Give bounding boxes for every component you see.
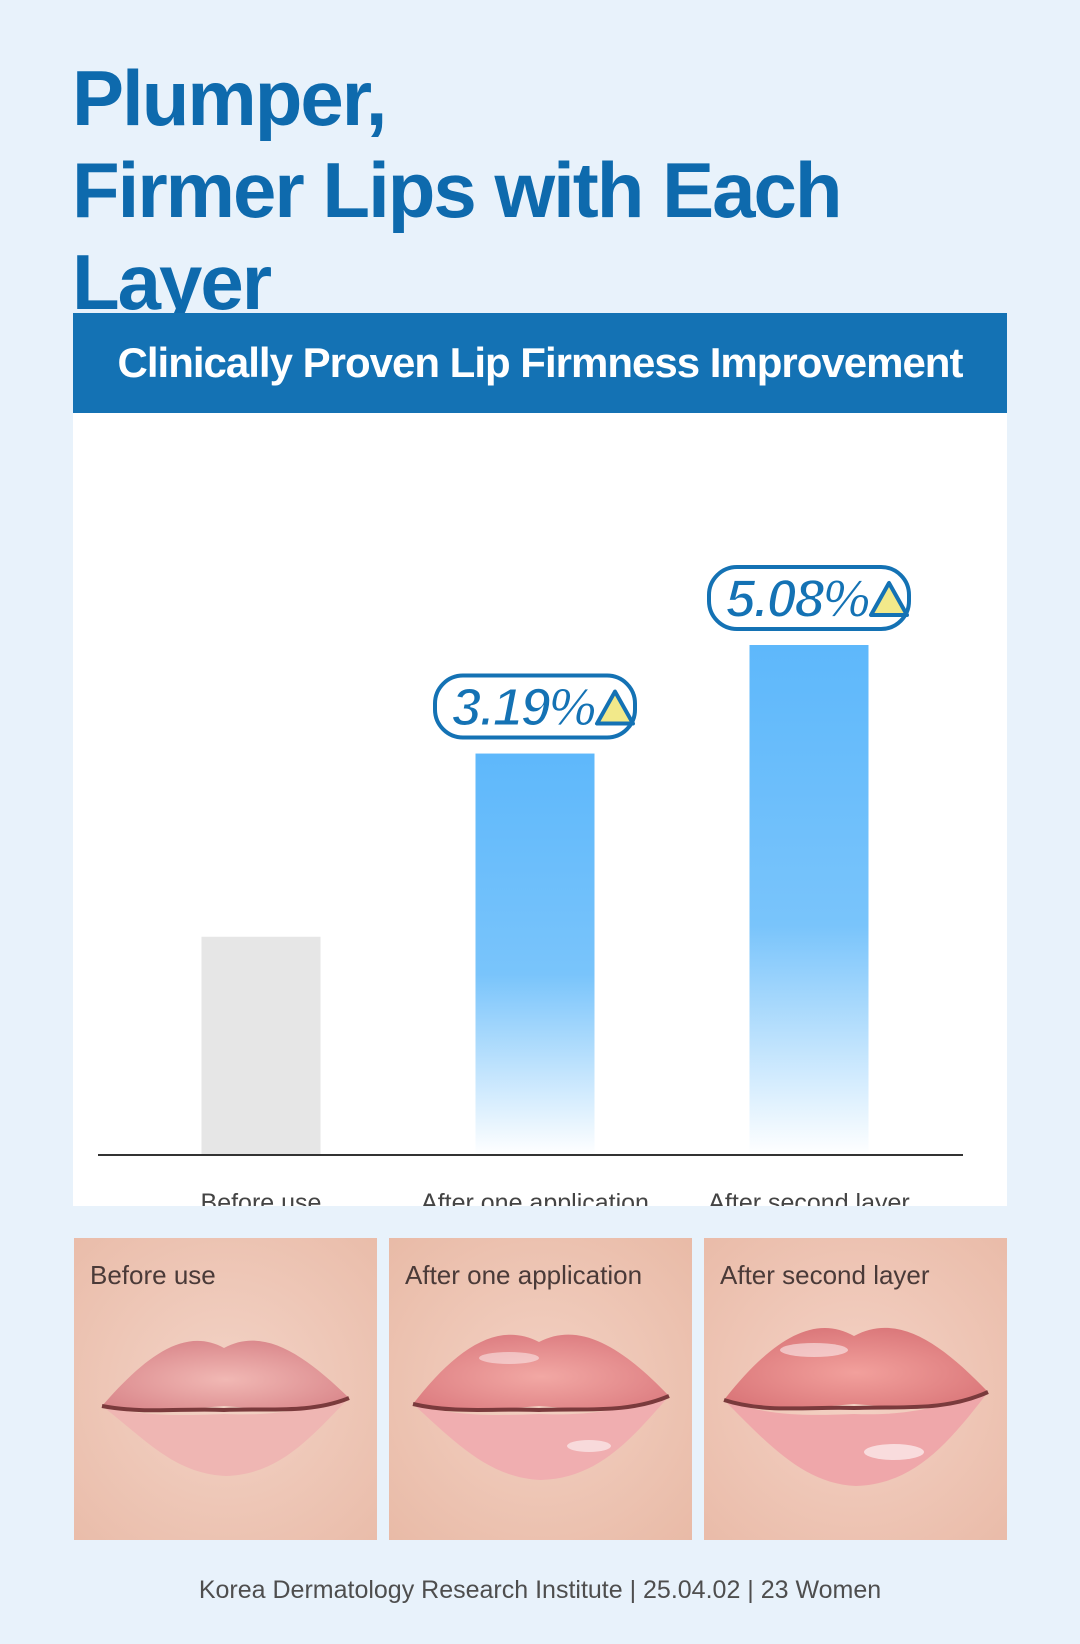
x-tick-label: Before use	[201, 1189, 322, 1206]
lips-photo	[704, 1238, 1007, 1540]
chart-title: Clinically Proven Lip Firmness Improveme…	[73, 313, 1007, 413]
increase-triangle-icon	[869, 581, 909, 617]
data-label: 3.19%	[451, 678, 595, 738]
bar-1	[201, 936, 321, 1155]
photo-after-one-application: After one application	[389, 1238, 692, 1540]
data-label-badge	[433, 673, 637, 740]
photo-label: After one application	[405, 1260, 643, 1290]
headline-line-1: Plumper,	[72, 54, 387, 142]
x-tick-label: After one application	[421, 1189, 649, 1206]
source-footnote: Korea Dermatology Research Institute | 2…	[198, 1576, 882, 1604]
data-label-badge	[707, 565, 911, 631]
lips-photo	[389, 1238, 692, 1540]
headline: Plumper, Firmer Lips with Each Layer	[72, 52, 1032, 328]
lip-photo-row: Before use After one application	[74, 1238, 1007, 1540]
headline-line-2: Firmer Lips with Each Layer	[72, 146, 843, 326]
data-label-group: 3.19%	[433, 673, 637, 740]
data-label-group: 5.08%	[707, 565, 911, 631]
lips-photo	[74, 1238, 377, 1540]
bar-3	[749, 645, 869, 1155]
data-label: 5.08%	[725, 569, 869, 629]
chart-card: Clinically Proven Lip Firmness Improveme…	[73, 313, 1007, 1206]
photo-label: After second layer	[720, 1260, 930, 1290]
photo-after-second-layer: After second layer	[704, 1238, 1007, 1540]
photo-label: Before use	[90, 1260, 216, 1290]
increase-triangle-icon	[595, 689, 635, 726]
photo-before-use: Before use	[74, 1238, 377, 1540]
bar-2	[475, 753, 595, 1155]
x-tick-label: After second layer	[708, 1189, 910, 1206]
bar-chart: Before use After one application After sec…	[98, 565, 963, 1206]
